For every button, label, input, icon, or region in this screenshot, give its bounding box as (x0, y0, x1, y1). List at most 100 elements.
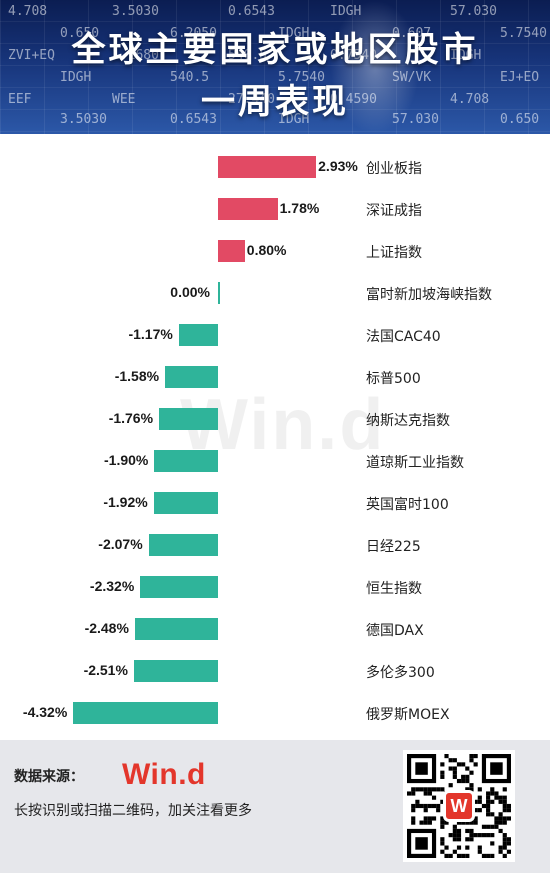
ticker-text: SW/VK (392, 70, 431, 85)
data-label: 2.93% (318, 158, 358, 174)
chart-row: 2.93% 创业板指 (0, 156, 550, 178)
ticker-text: WEE (112, 92, 135, 107)
data-label: -1.92% (103, 494, 148, 510)
grid-overlay (0, 0, 550, 134)
data-label: -2.07% (98, 536, 143, 552)
chart-bar (133, 660, 218, 682)
chart-bar (218, 240, 245, 262)
header-banner: 4.7083.50300.6543IDGH57.0300.6506.2050ID… (0, 0, 550, 134)
footer: 数据来源： Win.d 长按识别或扫描二维码，加关注看更多 W (0, 740, 550, 873)
data-label: 1.78% (279, 200, 320, 216)
page-title-line2: 一周表现 (201, 82, 349, 122)
chart-bar (153, 492, 218, 514)
ticker-text: 4.708 (8, 4, 47, 19)
ticker-text: 27.440 (228, 92, 275, 107)
chart-row: -1.76% 纳斯达克指数 (0, 408, 550, 430)
data-label: -1.58% (114, 368, 160, 384)
ticker-text: 0.6543 (228, 4, 275, 19)
ticker-text: IDGH (450, 48, 481, 63)
data-label: -2.48% (84, 620, 129, 636)
ticker-text: 540.5 (170, 70, 209, 85)
chart-row: -1.17% 法国CAC40 (0, 324, 550, 346)
chart-row: -2.07% 日经225 (0, 534, 550, 556)
ticker-text: 0.4590 (330, 92, 377, 107)
ticker-text: 57.030 (450, 4, 497, 19)
chart-bar (140, 576, 218, 598)
ticker-text: 3.5030 (60, 112, 107, 127)
page-title-line1: 全球主要国家或地区股市 (71, 30, 479, 70)
category-label: 恒生指数 (366, 581, 422, 597)
data-label: 0.00% (170, 284, 210, 300)
chart-row: 0.00% 富时新加坡海峡指数 (0, 282, 550, 304)
category-label: 道琼斯工业指数 (366, 455, 464, 471)
chart-bar (154, 450, 218, 472)
chart-row: 1.78% 深证成指 (0, 198, 550, 220)
data-label: -2.51% (83, 662, 128, 678)
category-label: 法国CAC40 (366, 329, 441, 345)
ticker-text: IDGH (330, 4, 361, 19)
chart-row: -1.58% 标普500 (0, 366, 550, 388)
qr-code-icon[interactable]: W (403, 750, 515, 862)
category-label: 德国DAX (366, 623, 424, 639)
category-label: 上证指数 (366, 245, 422, 261)
ticker-text: 0.7540 (330, 48, 377, 63)
ticker-text: 0.650 (60, 26, 99, 41)
ticker-text: IDGH (60, 70, 91, 85)
data-label: -2.32% (89, 578, 135, 594)
ticker-text: 0.607 (392, 26, 431, 41)
ticker-text: 0.6543 (170, 112, 217, 127)
ticker-text: 3.5030 (112, 4, 159, 19)
ticker-text: 6.2050 (170, 26, 217, 41)
category-label: 英国富时100 (366, 497, 449, 513)
data-label: -1.90% (104, 452, 149, 468)
category-label: 俄罗斯MOEX (366, 707, 450, 723)
category-label: 标普500 (366, 371, 421, 387)
chart-bar (159, 408, 218, 430)
ticker-text: EJ+EO (500, 70, 539, 85)
data-label: -1.17% (128, 326, 173, 342)
category-label: 深证成指 (366, 203, 422, 219)
ticker-text: 1.1680 (112, 48, 159, 63)
ticker-text: IDGH (278, 112, 309, 127)
chart-bar (165, 366, 218, 388)
qr-code-graphic (407, 754, 511, 858)
category-label: 日经225 (366, 539, 421, 555)
follow-hint: 长按识别或扫描二维码，加关注看更多 (14, 803, 252, 819)
chart-bar (218, 156, 317, 178)
data-label: -1.76% (108, 410, 154, 426)
ticker-text: 0.650 (500, 112, 539, 127)
category-label: 创业板指 (366, 161, 422, 177)
ticker-text: 5.7540 (500, 26, 547, 41)
chart-row: 0.80% 上证指数 (0, 240, 550, 262)
data-label: 0.80% (246, 242, 287, 258)
chart-row: -2.48% 德国DAX (0, 618, 550, 640)
chart-bar (73, 702, 218, 724)
ticker-text: 4.708 (450, 92, 489, 107)
chart-bar (148, 534, 218, 556)
chart-row: -4.32% 俄罗斯MOEX (0, 702, 550, 724)
data-label: -4.32% (22, 704, 68, 720)
chart-bar (218, 198, 278, 220)
wind-logo: Win.d (122, 758, 206, 791)
ticker-text: ZVI+EQ (8, 48, 55, 63)
category-label: 富时新加坡海峡指数 (366, 287, 492, 303)
ticker-text: EEF (8, 92, 31, 107)
ticker-text: 5.7540 (278, 70, 325, 85)
category-label: 纳斯达克指数 (366, 413, 450, 429)
bar-chart: Win.d 2.93% 创业板指 1.78% 深证成指 0.80% 上证指数 0.00% 富时… (0, 134, 550, 740)
chart-row: -1.90% 道琼斯工业指数 (0, 450, 550, 472)
chart-row: -2.51% 多伦多300 (0, 660, 550, 682)
ticker-background: 4.7083.50300.6543IDGH57.0300.6506.2050ID… (0, 0, 550, 134)
source-label: 数据来源： (14, 769, 84, 785)
ticker-text: 57.030 (392, 112, 439, 127)
light-beam (330, 0, 420, 134)
chart-bar (218, 282, 220, 304)
wind-badge-icon: W (443, 790, 475, 822)
ticker-text: 540.5 (228, 48, 267, 63)
category-label: 多伦多300 (366, 665, 435, 681)
chart-row: -1.92% 英国富时100 (0, 492, 550, 514)
chart-bar (134, 618, 218, 640)
chart-row: -2.32% 恒生指数 (0, 576, 550, 598)
chart-bar (178, 324, 218, 346)
ticker-text: IDGH (278, 26, 309, 41)
